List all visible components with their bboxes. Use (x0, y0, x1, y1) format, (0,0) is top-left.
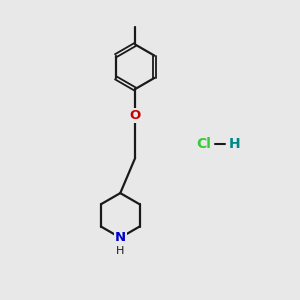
Text: H: H (229, 137, 241, 151)
Text: Cl: Cl (196, 137, 211, 151)
Text: H: H (116, 246, 124, 256)
Text: N: N (115, 231, 126, 244)
Text: O: O (130, 109, 141, 122)
